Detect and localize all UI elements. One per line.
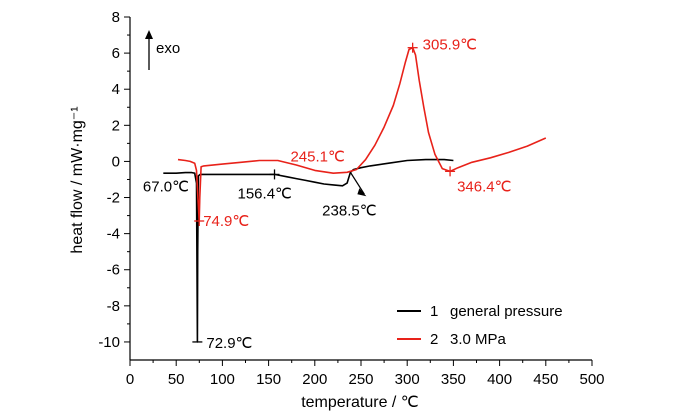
y-tick-label: 6 xyxy=(112,45,120,62)
x-tick-label: 200 xyxy=(302,371,327,388)
series-line-2 xyxy=(177,46,547,222)
annotation-label: 74.9℃ xyxy=(203,213,249,230)
exo-label: exo xyxy=(156,40,180,57)
x-tick-label: 350 xyxy=(441,371,466,388)
x-tick-label: 100 xyxy=(210,371,235,388)
legend-label-2: 3.0 MPa xyxy=(450,331,507,348)
x-axis-title: temperature / ℃ xyxy=(301,394,419,411)
x-tick-label: 400 xyxy=(487,371,512,388)
legend-number-2: 2 xyxy=(430,331,438,348)
y-tick-label: 8 xyxy=(112,9,120,26)
annotation-label: 67.0℃ xyxy=(143,179,189,196)
y-tick-label: 4 xyxy=(112,81,120,98)
y-tick-label: -4 xyxy=(107,226,120,243)
y-tick-label: -8 xyxy=(107,298,120,315)
annotations: 67.0℃ 72.9℃ 156.4℃ 238.5℃ 74.9℃ 245.1℃ 305.9℃ 3… xyxy=(143,37,512,352)
annotation-arrow xyxy=(349,171,365,195)
annotation-label: 346.4℃ xyxy=(457,178,511,195)
annotation-label: 156.4℃ xyxy=(238,185,292,202)
x-tick-label: 300 xyxy=(395,371,420,388)
x-tick-label: 50 xyxy=(168,371,185,388)
annotation-label: 305.9℃ xyxy=(423,37,477,54)
legend-number-1: 1 xyxy=(430,303,438,320)
exo-indicator: exo xyxy=(145,30,180,70)
y-tick-label: 0 xyxy=(112,153,120,170)
y-tick-label: -6 xyxy=(107,262,120,279)
y-axis-title: heat flow / mW·mg⁻¹ xyxy=(69,106,86,253)
x-tick-label: 500 xyxy=(579,371,604,388)
y-tick-label: -10 xyxy=(98,334,120,351)
x-tick-label: 0 xyxy=(126,371,134,388)
annotation-label: 72.9℃ xyxy=(206,335,252,352)
annotation-label: 245.1℃ xyxy=(290,149,344,166)
x-tick-label: 150 xyxy=(256,371,281,388)
exo-arrow-icon xyxy=(145,30,153,39)
legend: 1 general pressure 2 3.0 MPa xyxy=(397,303,563,348)
axes: 0 50 100 150 200 250 300 350 400 450 500 -10 -8 -6 -4 -… xyxy=(98,9,604,388)
x-tick-label: 250 xyxy=(348,371,373,388)
legend-label-1: general pressure xyxy=(450,303,563,320)
annotation-arrowhead xyxy=(357,188,367,197)
x-tick-label: 450 xyxy=(533,371,558,388)
y-tick-label: -2 xyxy=(107,190,120,207)
y-tick-label: 2 xyxy=(112,117,120,134)
series-line-1 xyxy=(163,158,454,343)
plot-lines xyxy=(163,46,547,343)
annotation-label: 238.5℃ xyxy=(322,202,376,219)
